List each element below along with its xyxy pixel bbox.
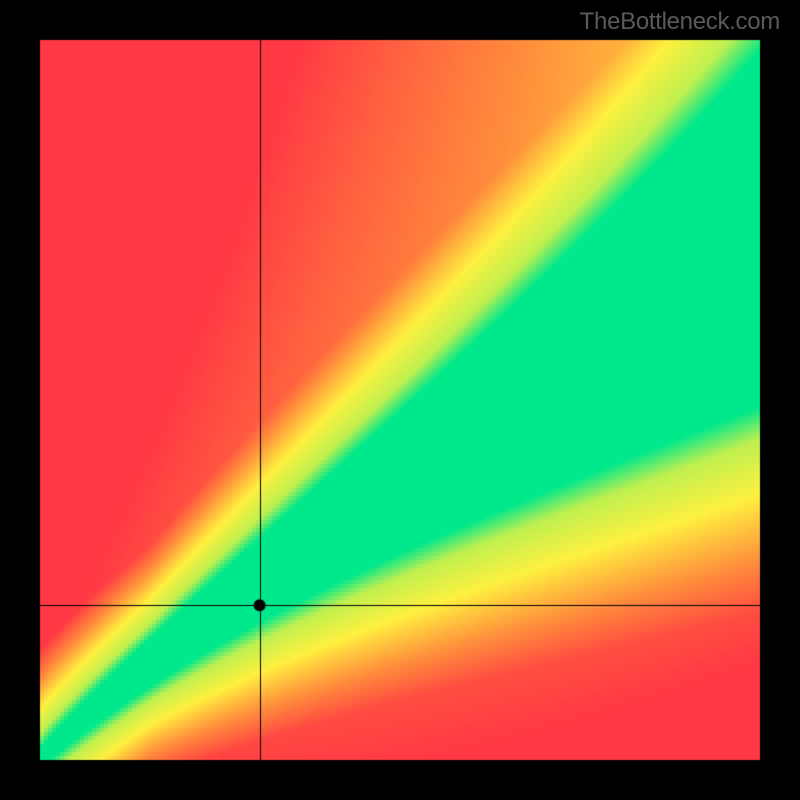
heatmap-canvas — [0, 0, 800, 800]
chart-container: TheBottleneck.com — [0, 0, 800, 800]
watermark-text: TheBottleneck.com — [580, 8, 780, 36]
